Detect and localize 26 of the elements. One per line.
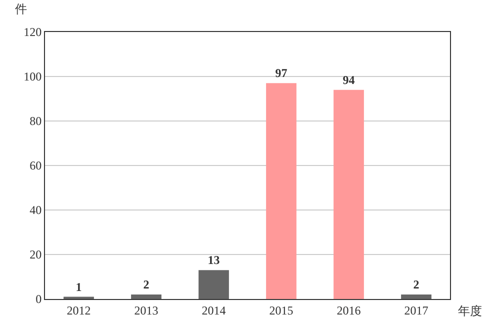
bar <box>131 294 162 299</box>
x-tick-label: 2017 <box>404 303 428 318</box>
x-tick-label: 2014 <box>202 303 226 318</box>
y-tick-label: 120 <box>24 25 42 40</box>
y-tick-label: 40 <box>30 203 42 218</box>
bar <box>198 270 229 299</box>
x-tick-label: 2012 <box>66 303 91 318</box>
data-label: 2 <box>413 278 420 292</box>
y-tick-label: 80 <box>30 114 42 128</box>
y-tick-label: 100 <box>24 70 42 84</box>
y-tick-label: 20 <box>30 248 42 262</box>
x-tick-label: 2016 <box>336 303 361 318</box>
bar <box>266 83 296 299</box>
x-tick-label: 2015 <box>269 303 294 318</box>
bar <box>401 294 432 299</box>
y-tick-label: 60 <box>30 158 42 173</box>
x-axis-title: 年度 <box>458 304 482 318</box>
data-label: 2 <box>143 278 150 292</box>
data-label: 1 <box>76 280 82 294</box>
y-tick-label: 0 <box>36 292 42 306</box>
x-tick-label: 2013 <box>134 303 158 318</box>
data-label: 94 <box>342 72 355 87</box>
data-label: 13 <box>208 253 220 268</box>
y-axis-title: 件 <box>15 2 27 16</box>
bar <box>334 90 364 299</box>
data-label: 97 <box>275 66 288 80</box>
